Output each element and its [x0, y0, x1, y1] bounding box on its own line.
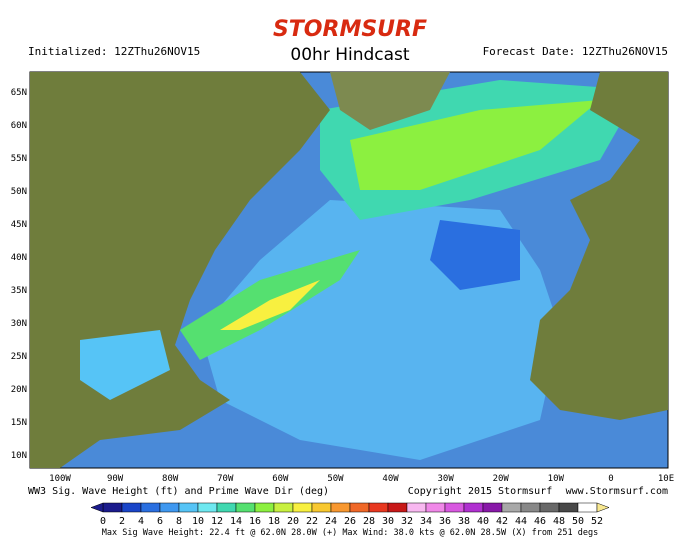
- colorbar-swatch: [235, 502, 256, 513]
- colorbar-swatch: [178, 502, 199, 513]
- colorbar-swatch: [140, 502, 161, 513]
- colorbar-label: 40: [477, 516, 489, 527]
- lat-label: 45N: [11, 220, 27, 230]
- colorbar-swatch: [159, 502, 180, 513]
- colorbar-swatch: [102, 502, 123, 513]
- colorbar-label: 26: [344, 516, 356, 527]
- land-europe-africa: [530, 72, 668, 420]
- lon-label: 60W: [272, 474, 289, 484]
- wave-zone: [220, 280, 320, 330]
- lon-label: 10E: [658, 474, 674, 484]
- colorbar-label: 44: [515, 516, 527, 527]
- colorbar-swatch: [577, 502, 598, 513]
- colorbar-label: 20: [287, 516, 299, 527]
- lon-label: 10W: [548, 474, 565, 484]
- colorbar-swatch: [292, 502, 313, 513]
- colorbar-swatch: [387, 502, 408, 513]
- colorbar-label: 24: [325, 516, 337, 527]
- colorbar-end: [90, 502, 104, 513]
- gulf: [80, 330, 170, 400]
- colorbar-swatch: [425, 502, 446, 513]
- colorbar-swatch: [254, 502, 275, 513]
- colorbar-label: 50: [572, 516, 584, 527]
- colorbar-label: 42: [496, 516, 508, 527]
- colorbar-label: 30: [382, 516, 394, 527]
- colorbar-label: 46: [534, 516, 546, 527]
- lon-label: 20W: [493, 474, 510, 484]
- colorbar-label: 36: [439, 516, 451, 527]
- colorbar-label: 14: [230, 516, 242, 527]
- lon-label: 70W: [217, 474, 234, 484]
- colorbar-swatch: [121, 502, 142, 513]
- colorbar-label: 34: [420, 516, 432, 527]
- colorbar-swatch: [216, 502, 237, 513]
- colorbar-label: 12: [211, 516, 223, 527]
- lon-label: 30W: [438, 474, 455, 484]
- colorbar-label: 0: [100, 516, 106, 527]
- footer-right: www.Stormsurf.com: [566, 486, 668, 497]
- initialized: Initialized: 12ZThu26NOV15: [28, 45, 200, 58]
- colorbar-swatch: [368, 502, 389, 513]
- land-greenland: [330, 72, 450, 130]
- colorbar-label: 10: [192, 516, 204, 527]
- colorbar-swatch: [539, 502, 560, 513]
- lat-label: 25N: [11, 352, 27, 362]
- footer-center: Copyright 2015 Stormsurf: [408, 486, 553, 497]
- lat-labels: 65N 60N 55N 50N 45N 40N 35N 30N 25N 20N 15N 10N: [11, 88, 27, 461]
- colorbar-swatch: [482, 502, 503, 513]
- colorbar-swatch: [349, 502, 370, 513]
- lon-label: 0: [608, 474, 613, 484]
- wave-zone: [430, 220, 520, 290]
- colorbar-end: [596, 502, 610, 513]
- lat-label: 40N: [11, 253, 27, 263]
- colorbar-label: 38: [458, 516, 470, 527]
- lat-label: 15N: [11, 418, 27, 428]
- colorbar-swatch: [520, 502, 541, 513]
- lon-labels: 100W 90W 80W 70W 60W 50W 40W 30W 20W 10W 0 10E: [49, 474, 674, 484]
- lat-label: 50N: [11, 187, 27, 197]
- colorbar-swatch: [463, 502, 484, 513]
- logo: STORMSURF: [273, 17, 427, 42]
- lon-label: 90W: [107, 474, 124, 484]
- footer-left: WW3 Sig. Wave Height (ft) and Prime Wave…: [28, 486, 329, 497]
- colorbar-label: 52: [591, 516, 603, 527]
- lat-label: 10N: [11, 451, 27, 461]
- colorbar-label: 18: [268, 516, 280, 527]
- colorbar-label: 4: [138, 516, 144, 527]
- colorbar-swatch: [197, 502, 218, 513]
- colorbar-label: 8: [176, 516, 182, 527]
- wave-zone: [350, 100, 600, 190]
- colorbar-label: 32: [401, 516, 413, 527]
- map: [29, 71, 669, 469]
- colorbar-swatch: [444, 502, 465, 513]
- colorbar-swatch: [558, 502, 579, 513]
- colorbar-label: 28: [363, 516, 375, 527]
- colorbar-swatch: [501, 502, 522, 513]
- stats: Max Sig Wave Height: 22.4 ft @ 62.0N 28.…: [102, 528, 598, 538]
- lon-label: 80W: [162, 474, 179, 484]
- lat-label: 65N: [11, 88, 27, 98]
- lon-label: 100W: [49, 474, 71, 484]
- colorbar-label: 2: [119, 516, 125, 527]
- lat-label: 20N: [11, 385, 27, 395]
- colorbar-label: 48: [553, 516, 565, 527]
- colorbar-swatch: [330, 502, 351, 513]
- colorbar-label: 16: [249, 516, 261, 527]
- colorbar-label: 6: [157, 516, 163, 527]
- forecast-date: Forecast Date: 12ZThu26NOV15: [483, 45, 668, 58]
- colorbar-swatch: [273, 502, 294, 513]
- colorbar-swatch: [406, 502, 427, 513]
- lon-label: 50W: [327, 474, 344, 484]
- colorbar-label: 22: [306, 516, 318, 527]
- colorbar: 0 2 4 6 8 10 12 14 16 18 20 22 24 26 28 30 32 34 36 38 40 42 4…: [90, 502, 610, 527]
- lat-label: 55N: [11, 154, 27, 164]
- lon-label: 40W: [382, 474, 399, 484]
- lat-label: 30N: [11, 319, 27, 329]
- colorbar-swatch: [311, 502, 332, 513]
- title: 00hr Hindcast: [290, 45, 409, 65]
- lat-label: 60N: [11, 121, 27, 131]
- lat-label: 35N: [11, 286, 27, 296]
